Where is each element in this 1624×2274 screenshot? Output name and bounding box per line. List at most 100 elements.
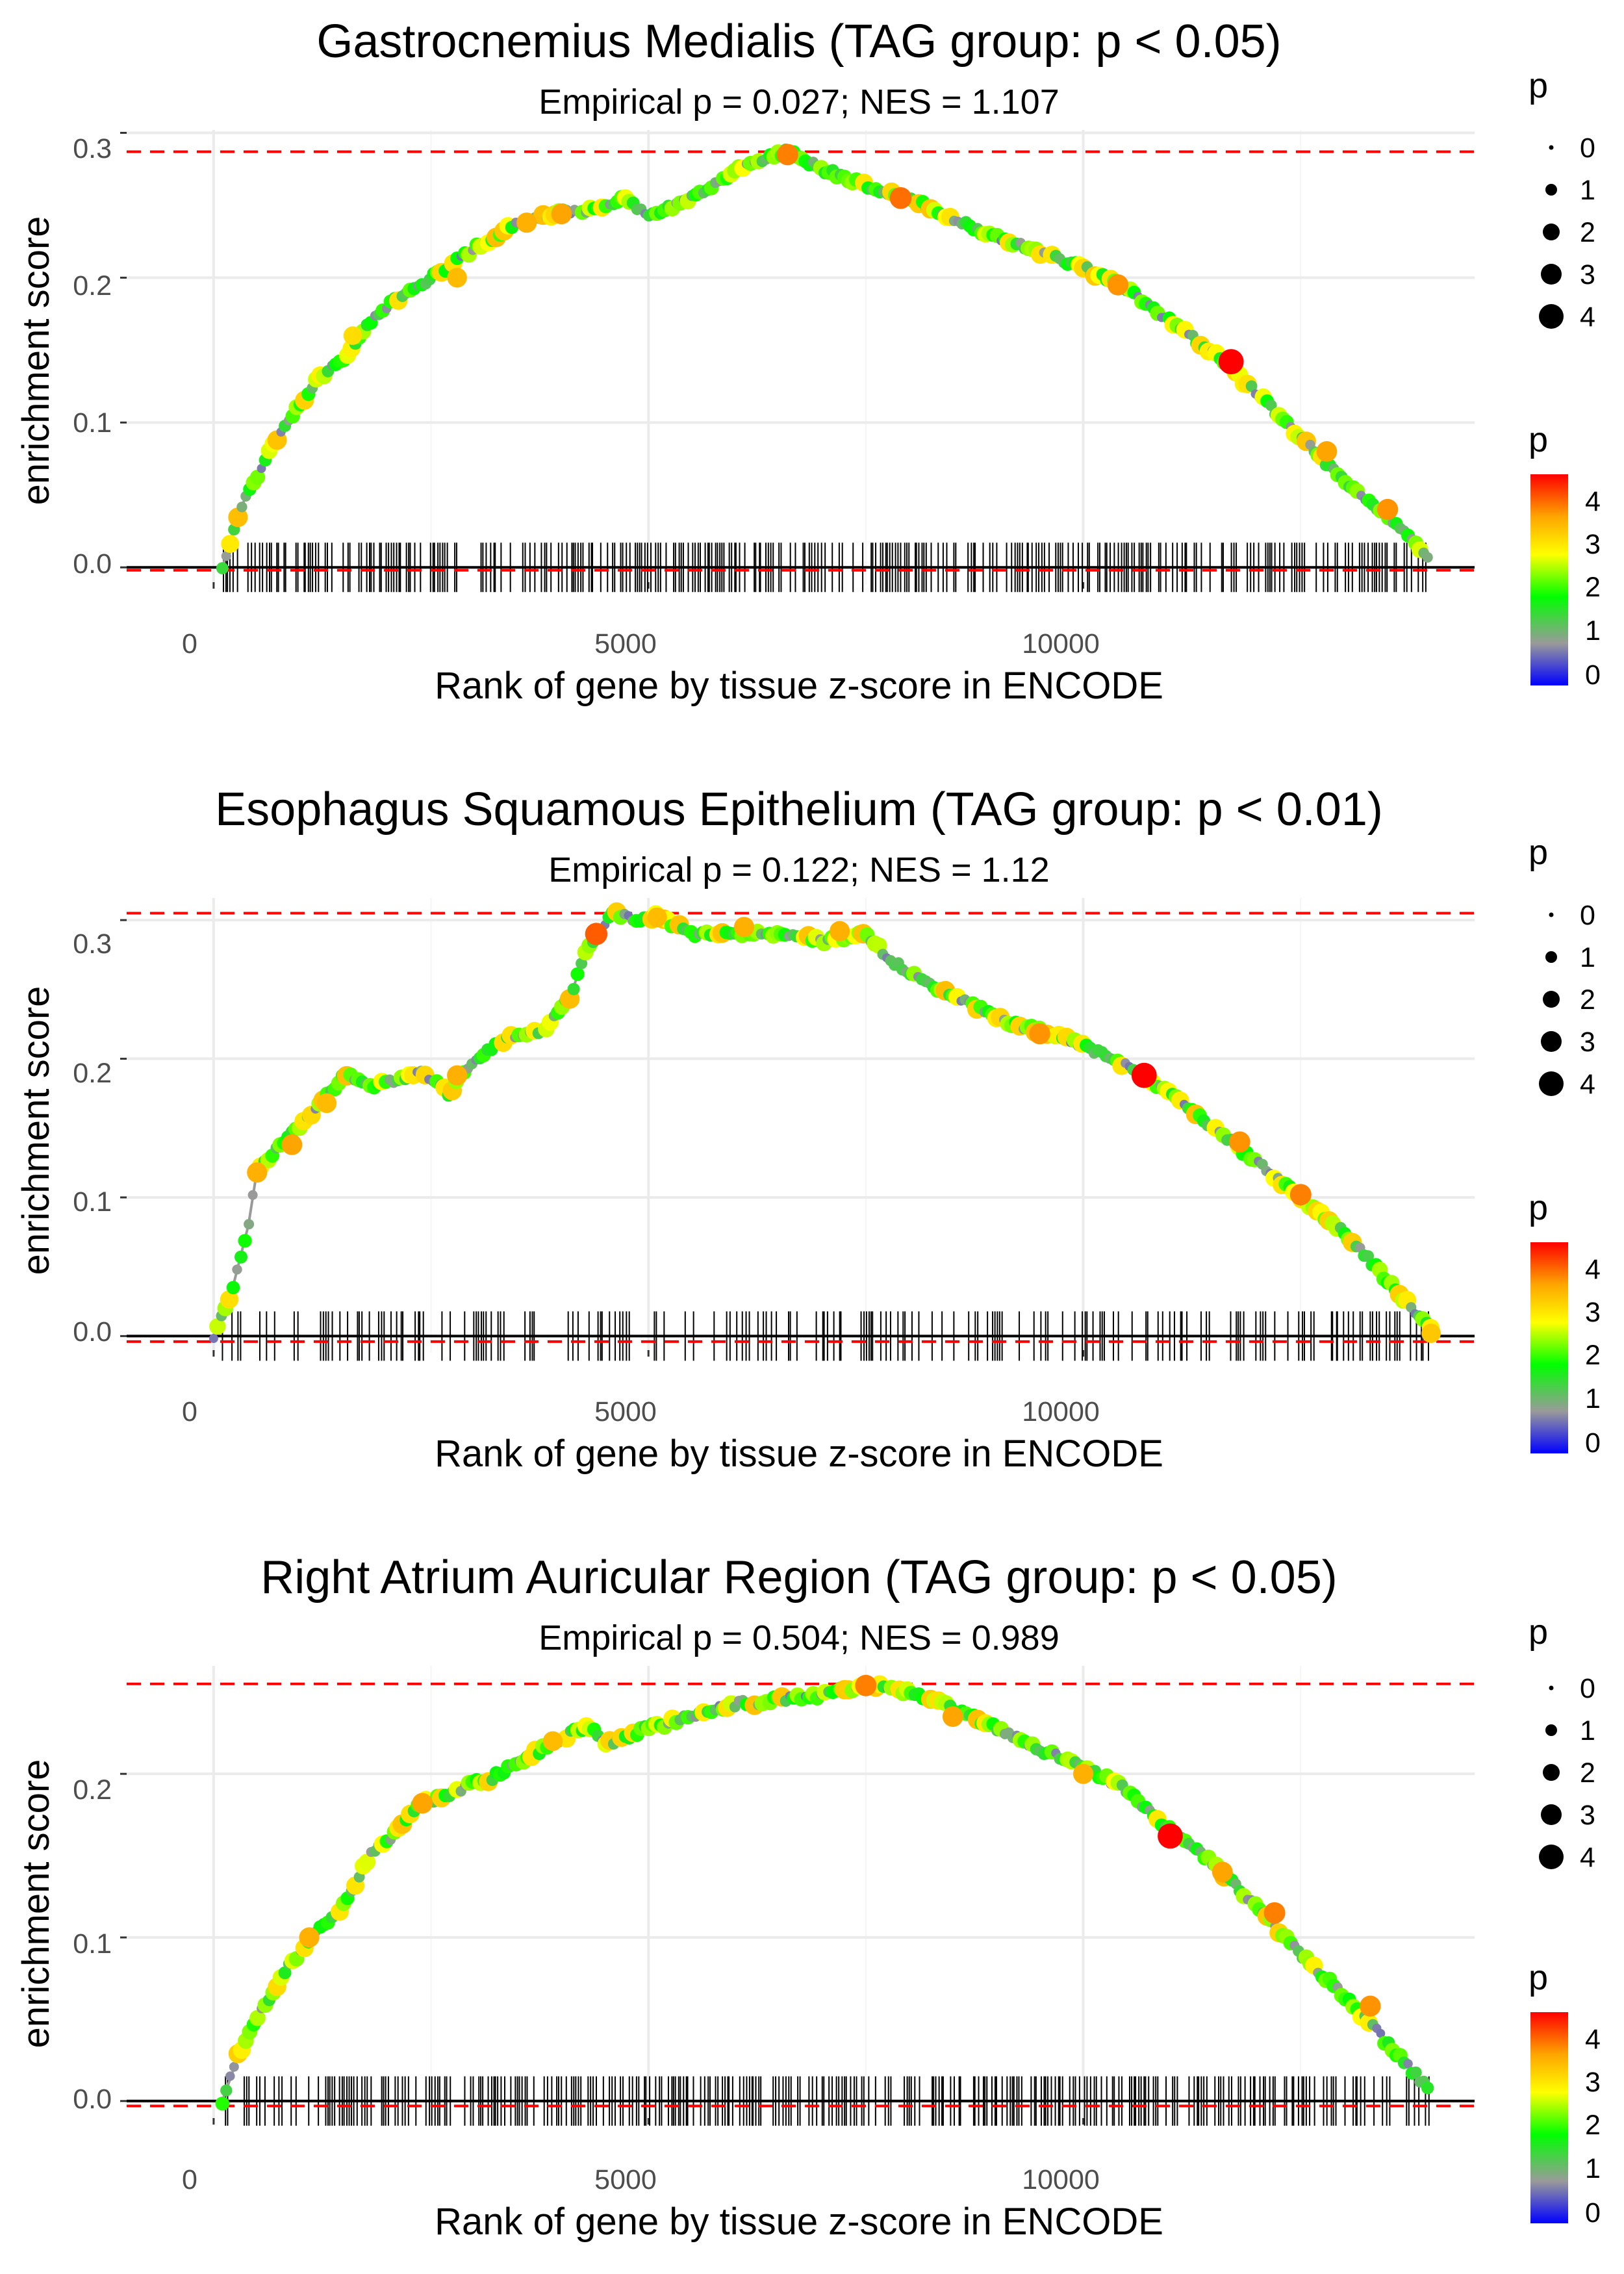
size-legend-label: 4 [1580,1842,1595,1873]
gene-point-highlight [1263,1902,1286,1924]
gene-point-highlight [585,923,608,945]
gene-point-highlight [542,1731,563,1751]
gene-point-highlight [412,1793,433,1814]
colorbar-label: 3 [1585,2067,1601,2098]
y-tick-label: 0.0 [73,2084,112,2115]
gene-point-highlight [1421,1323,1441,1343]
gene-point [226,1281,240,1295]
size-legend-dot [1539,1845,1564,1869]
gene-point [1245,380,1258,392]
panel-title: Gastrocnemius Medialis (TAG group: p < 0… [316,16,1281,68]
gene-point-highlight [447,268,467,288]
y-axis-label: enrichment score [15,216,57,505]
y-tick-label: 0.0 [73,548,112,580]
gene-point [209,1318,226,1335]
gene-point-highlight [1377,498,1399,520]
size-legend-label: 0 [1580,1673,1595,1704]
size-legend-dot [1541,264,1562,285]
gene-point-highlight [855,1674,877,1696]
size-legend-label: 1 [1580,175,1595,206]
gene-point [247,1190,258,1200]
y-tick-label: 0.1 [73,1186,112,1218]
gene-point-highlight [1158,1823,1183,1849]
gene-point-highlight [1212,1861,1233,1883]
colorbar-label: 4 [1585,486,1601,517]
panel-subtitle: Empirical p = 0.122; NES = 1.12 [548,850,1049,889]
gene-point [221,551,231,561]
x-axis-label: Rank of gene by tissue z-score in ENCODE [435,1433,1163,1475]
gene-point-highlight [733,917,755,938]
x-axis-label: Rank of gene by tissue z-score in ENCODE [435,2201,1163,2243]
size-legend-dot [1543,224,1560,240]
size-legend-dot [1541,1804,1562,1825]
size-legend-label: 1 [1580,1715,1595,1746]
color-legend-title: p [1529,420,1548,459]
colorbar-label: 0 [1585,2197,1601,2229]
color-legend-title: p [1529,1188,1548,1227]
gene-point-highlight [281,1134,303,1155]
gene-point [576,957,588,969]
gene-points [216,143,1433,574]
size-legend-label: 3 [1580,1027,1595,1058]
plot-area [120,130,1475,593]
size-legend-label: 1 [1580,942,1595,973]
x-tick-label: 0 [182,628,197,659]
plot-area [120,1666,1475,2126]
size-legend-dot [1543,1764,1560,1781]
gene-point [249,2010,266,2026]
size-legend-dot [1539,304,1564,329]
panel-gastrocnemius: Gastrocnemius Medialis (TAG group: p < 0… [15,16,1601,707]
gene-point [244,1219,255,1230]
x-tick-label: 10000 [1022,2164,1100,2195]
gene-point [228,507,248,528]
gene-point [209,1334,218,1344]
gene-point-highlight [1131,1062,1157,1088]
colorbar-label: 1 [1585,1383,1601,1414]
size-legend-title: p [1529,1613,1548,1652]
gene-point-highlight [647,907,667,928]
gene-point-highlight [1316,441,1338,462]
plot-area [120,898,1475,1361]
gene-point [1421,2081,1434,2095]
y-tick-label: 0.3 [73,133,112,164]
panel-subtitle: Empirical p = 0.027; NES = 1.107 [539,83,1059,121]
y-tick-label: 0.2 [73,1058,112,1089]
color-legend: p 4 3 2 1 0 [1529,1188,1601,1459]
gene-point [570,967,585,981]
gene-point [1403,2059,1413,2069]
gene-point [220,1290,239,1309]
gene-point-highlight [1073,1763,1094,1784]
size-legend: p 0 1 2 3 4 [1529,66,1595,333]
size-legend-label: 3 [1580,1800,1595,1831]
gene-point-highlight [551,203,572,225]
x-axis-label: Rank of gene by tissue z-score in ENCODE [435,665,1163,707]
x-tick-label: 5000 [594,2164,657,2195]
colorbar [1530,474,1568,685]
size-legend-label: 2 [1580,217,1595,248]
color-legend-title: p [1529,1958,1548,1997]
colorbar-label: 1 [1585,615,1601,646]
gene-point [216,562,229,574]
gene-point-highlight [830,921,850,941]
gene-point-highlight [1360,1995,1381,2017]
size-legend-label: 0 [1580,133,1595,164]
size-legend-dot [1543,991,1560,1008]
gene-point [567,982,580,995]
size-legend-title: p [1529,66,1548,105]
gene-point [249,469,266,485]
panel-subtitle: Empirical p = 0.504; NES = 0.989 [539,1618,1059,1657]
colorbar [1530,1242,1568,1453]
panel-right-atrium: Right Atrium Auricular Region (TAG group… [15,1552,1601,2243]
size-legend-dot [1545,184,1557,196]
gene-point-highlight [447,1065,468,1086]
colorbar-label: 3 [1585,529,1601,560]
x-tick-label: 10000 [1022,1396,1100,1427]
size-legend-title: p [1529,833,1548,872]
x-tick-label: 5000 [594,1396,657,1427]
size-legend-dot [1549,1685,1554,1691]
gene-point [1422,552,1433,563]
gene-point [229,2062,239,2072]
x-tick-label: 5000 [594,628,657,659]
size-legend-dot [1539,1071,1564,1096]
gene-point-highlight [1289,1184,1312,1206]
